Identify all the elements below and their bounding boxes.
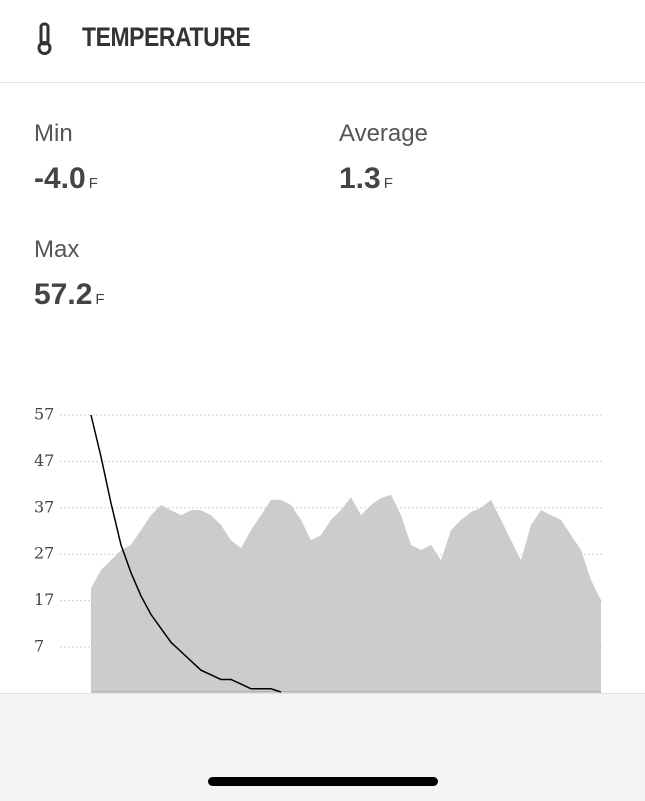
stat-unit: F	[88, 175, 98, 192]
stat-unit: F	[383, 175, 393, 192]
stat-number: 57.2	[34, 278, 93, 311]
home-indicator	[208, 777, 438, 786]
stat-number: 1.3	[339, 162, 381, 195]
thermometer-icon	[37, 22, 52, 55]
page-title: TEMPERATURE	[82, 22, 251, 52]
footer	[0, 693, 645, 801]
y-tick-label: 27	[34, 544, 54, 563]
stat-value: -4.0 F	[34, 162, 98, 196]
stat-value: 1.3 F	[339, 162, 428, 196]
stat-label: Min	[34, 120, 73, 147]
header: TEMPERATURE	[0, 0, 645, 83]
chart: 57 47 37 27 17 7	[34, 405, 602, 693]
stat-unit: F	[95, 291, 105, 308]
stat: Max 57.2 F	[34, 236, 105, 312]
area	[91, 494, 601, 692]
line	[90, 414, 282, 693]
stat-label: Max	[34, 236, 80, 263]
stat: Min -4.0 F	[34, 120, 98, 196]
y-tick-label: 37	[34, 497, 54, 516]
y-tick-label: 17	[34, 590, 54, 609]
stat-label: Average	[339, 120, 428, 147]
y-tick-label: 7	[34, 636, 44, 655]
stat-value: 57.2 F	[34, 278, 105, 312]
y-tick-label: 57	[34, 405, 54, 424]
stat: Average 1.3 F	[339, 120, 428, 196]
stat-number: -4.0	[34, 162, 86, 195]
y-tick-label: 47	[34, 451, 54, 470]
